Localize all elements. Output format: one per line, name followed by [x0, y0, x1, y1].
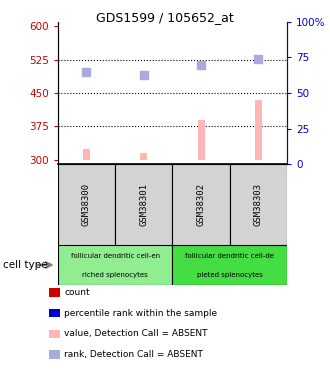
Bar [198, 120, 205, 160]
Text: follicular dendritic cell-de: follicular dendritic cell-de [185, 253, 274, 259]
Text: value, Detection Call = ABSENT: value, Detection Call = ABSENT [64, 329, 208, 338]
Text: GSM38302: GSM38302 [197, 183, 206, 226]
Bar [172, 164, 230, 245]
Bar [58, 245, 173, 285]
Bar [140, 153, 147, 160]
Text: pleted splenocytes: pleted splenocytes [197, 272, 263, 278]
Point [84, 69, 89, 75]
Text: GSM38300: GSM38300 [82, 183, 91, 226]
Text: rank, Detection Call = ABSENT: rank, Detection Call = ABSENT [64, 350, 203, 359]
Text: count: count [64, 288, 90, 297]
Text: GSM38303: GSM38303 [254, 183, 263, 226]
Bar [58, 164, 115, 245]
Bar [115, 164, 173, 245]
Point [141, 72, 147, 78]
Text: GSM38301: GSM38301 [139, 183, 148, 226]
Point [198, 62, 204, 68]
Text: follicular dendritic cell-en: follicular dendritic cell-en [71, 253, 160, 259]
Text: cell type: cell type [3, 260, 48, 270]
Text: riched splenocytes: riched splenocytes [82, 272, 148, 278]
Point [256, 56, 261, 62]
Text: percentile rank within the sample: percentile rank within the sample [64, 309, 217, 318]
Bar [83, 148, 90, 160]
Bar [255, 100, 262, 160]
Bar [172, 245, 287, 285]
Bar [230, 164, 287, 245]
Text: GDS1599 / 105652_at: GDS1599 / 105652_at [96, 11, 234, 24]
